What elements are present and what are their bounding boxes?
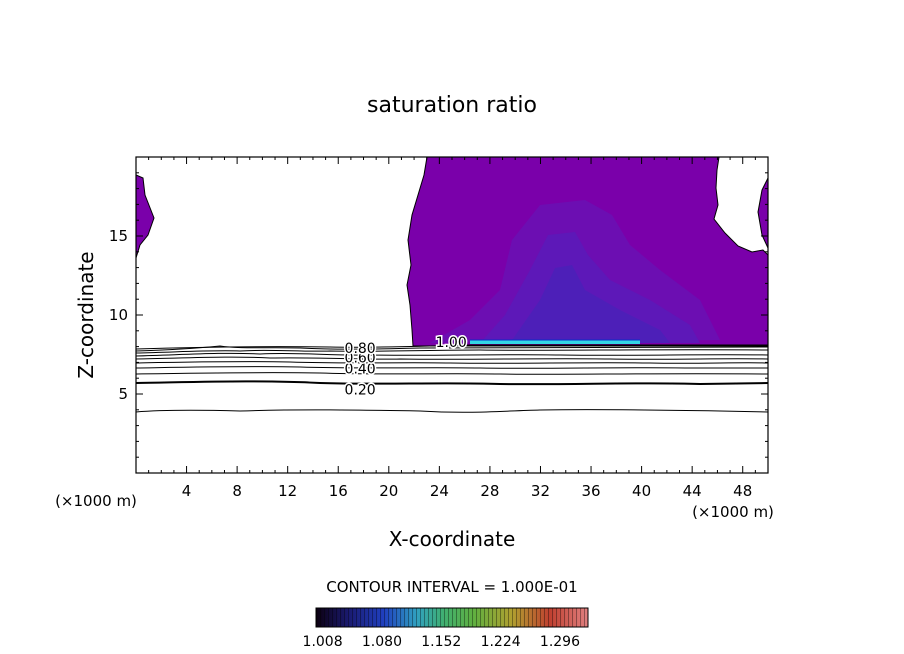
- contour-line-1.00: [136, 344, 768, 350]
- x-tick-label: 4: [182, 482, 192, 500]
- x-tick-label: 24: [430, 482, 449, 500]
- contour-label: 0.40: [345, 362, 376, 378]
- y-axis-ticks: 5 10 15: [109, 172, 768, 458]
- y-tick-label: 15: [109, 227, 128, 245]
- right-edge-fill: [757, 177, 768, 249]
- chart-title: saturation ratio: [367, 93, 537, 118]
- colorbar-label: 1.008: [303, 634, 343, 650]
- x-tick-label: 28: [480, 482, 499, 500]
- x-tick-label: 40: [632, 482, 651, 500]
- x-tick-label: 16: [329, 482, 348, 500]
- y-tick-label: 10: [109, 306, 128, 324]
- colorbar-label: 1.224: [481, 634, 521, 650]
- contour-line-0.90: [136, 345, 768, 352]
- contour-label: 0.20: [345, 382, 376, 398]
- colorbar-label: 1.152: [421, 634, 461, 650]
- contour-label: 0.80: [345, 341, 376, 357]
- x-unit-right: (×1000 m): [692, 503, 774, 521]
- contour-line-0.10: [136, 409, 768, 413]
- contour-line-0.40: [136, 366, 768, 369]
- contour-field: [136, 157, 768, 413]
- contour-line-0.20: [136, 380, 768, 386]
- y-axis-label: Z-coordinate: [74, 251, 98, 378]
- contour-label: 1.00: [436, 335, 467, 351]
- contour-line-0.50: [136, 361, 768, 364]
- x-tick-label: 48: [733, 482, 752, 500]
- colorbar-hatch: [316, 608, 588, 627]
- contour-interval-text: CONTOUR INTERVAL = 1.000E-01: [326, 578, 577, 596]
- colorbar-label: 1.080: [362, 634, 402, 650]
- contour-label: 0.60: [345, 351, 376, 367]
- x-tick-label: 44: [683, 482, 702, 500]
- x-tick-label: 12: [278, 482, 297, 500]
- colorbar-label: 1.296: [540, 634, 580, 650]
- contour-line-0.80: [136, 349, 768, 354]
- x-unit-left: (×1000 m): [55, 492, 137, 510]
- x-axis-label: X-coordinate: [389, 527, 516, 551]
- left-edge-fill: [136, 174, 155, 259]
- x-axis-ticks: 4 8 12 16 20 24 28 32 36 40 44 48: [148, 157, 756, 500]
- contour-line-0.60: [136, 356, 768, 360]
- cloud-base-band: [470, 340, 640, 344]
- contour-labels: 0.20 0.400.600.80 1.00: [343, 333, 468, 399]
- contour-lines: [136, 344, 768, 413]
- inner-shade-3: [510, 265, 670, 343]
- x-tick-label: 36: [581, 482, 600, 500]
- x-tick-label: 32: [531, 482, 550, 500]
- contour-line-0.70: [136, 352, 768, 357]
- y-tick-label: 5: [118, 385, 128, 403]
- colorbar-tick-labels: 1.008 1.080 1.152 1.224 1.296: [303, 634, 581, 650]
- x-tick-label: 20: [379, 482, 398, 500]
- colorbar-frame: [315, 607, 589, 628]
- contour-line-0.30: [136, 372, 768, 375]
- x-tick-label: 8: [232, 482, 242, 500]
